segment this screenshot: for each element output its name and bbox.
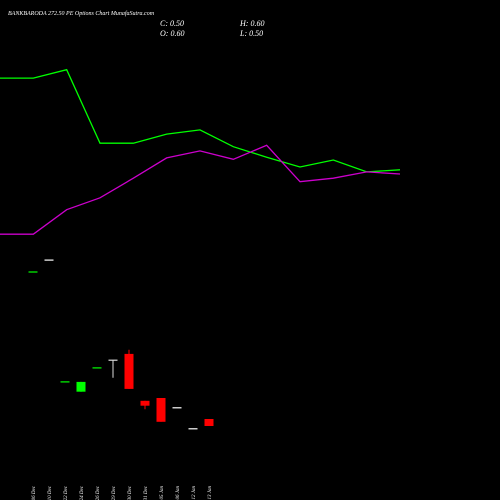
ma-line	[0, 68, 401, 173]
x-tick-label: 26 Dec	[96, 485, 101, 500]
candle-body	[140, 400, 150, 406]
candle-body	[204, 419, 214, 426]
x-tick-label: 30 Dec	[128, 485, 133, 500]
x-tick-label: 24 Dec	[80, 485, 85, 500]
ohlc-close: C: 0.50	[160, 19, 184, 28]
x-tick-label: 05 Jan	[160, 486, 165, 500]
x-tick-label: 29 Dec	[112, 485, 117, 500]
ohlc-open: O: 0.60	[160, 29, 184, 38]
candle-body	[124, 353, 134, 389]
x-tick-label: 31 Dec	[144, 485, 149, 500]
chart-title: BANKBARODA 272.50 PE Options Chart Munaf…	[8, 10, 155, 17]
ma-line	[0, 144, 401, 235]
candle-body	[76, 381, 86, 392]
x-tick-label: 12 Jan	[192, 486, 197, 500]
candle-body	[156, 398, 166, 422]
ohlc-high: H: 0.60	[239, 19, 264, 28]
x-tick-label: 06 Dec	[32, 485, 37, 500]
ohlc-low: L: 0.50	[239, 29, 263, 38]
x-tick-label: 06 Jan	[176, 486, 181, 500]
x-tick-label: 10 Dec	[48, 485, 53, 500]
x-tick-label: 13 Jan	[208, 486, 213, 500]
x-tick-label: 22 Dec	[64, 485, 69, 500]
